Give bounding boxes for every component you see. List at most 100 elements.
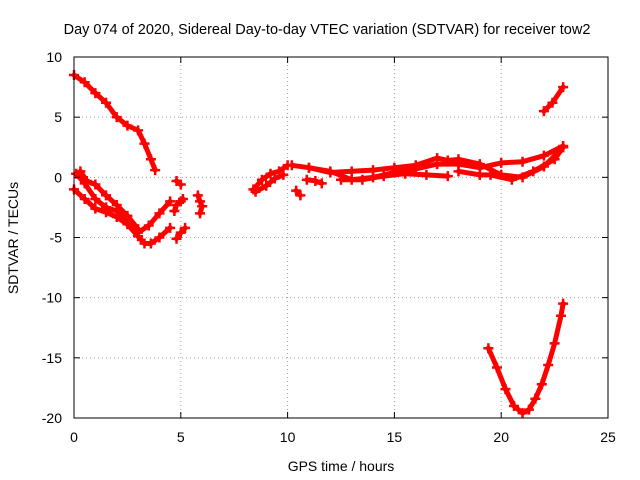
data-point <box>197 201 208 212</box>
data-point <box>316 178 327 189</box>
data-point <box>538 150 549 161</box>
series-track-4 <box>75 166 144 235</box>
series-track-12 <box>301 174 327 189</box>
data-point <box>549 154 560 165</box>
data-point <box>79 77 90 88</box>
data-point <box>523 404 534 415</box>
data-point <box>336 174 346 185</box>
y-tick-label: -20 <box>42 410 62 426</box>
data-point <box>139 138 150 149</box>
data-point <box>483 343 494 354</box>
series-track-8 <box>192 190 208 219</box>
y-tick-label: 0 <box>54 169 62 185</box>
data-point <box>79 193 90 204</box>
data-point <box>101 97 112 108</box>
data-point <box>295 190 306 201</box>
data-point <box>175 179 186 190</box>
data-point <box>547 97 558 108</box>
data-point <box>122 120 133 131</box>
data-point <box>536 379 547 390</box>
data-point <box>90 193 101 204</box>
data-point <box>549 338 560 349</box>
data-point <box>357 174 368 185</box>
series-track-15 <box>336 168 453 185</box>
data-point <box>192 190 203 201</box>
x-tick-label: 0 <box>70 429 78 445</box>
chart-title: Day 074 of 2020, Sidereal Day-to-day VTE… <box>64 22 591 38</box>
series-track-11 <box>291 185 306 201</box>
data-point <box>90 203 101 214</box>
data-point <box>400 168 411 179</box>
data-point <box>145 154 156 165</box>
data-point <box>303 162 314 173</box>
data-point <box>256 174 267 185</box>
data-point <box>432 159 443 170</box>
data-point <box>556 310 567 321</box>
data-point <box>517 156 528 167</box>
data-point <box>500 384 511 395</box>
data-point <box>421 169 432 180</box>
x-tick-label: 10 <box>280 429 296 445</box>
series-track-10 <box>250 169 289 197</box>
grid-layer <box>74 57 608 418</box>
data-point <box>558 298 569 309</box>
tick-label-layer: 0 5 10 15 20 25 -20 -15 -10 -5 0 5 10 <box>42 49 616 445</box>
x-tick-label: 15 <box>387 429 403 445</box>
data-point <box>171 233 182 244</box>
y-tick-label: 5 <box>54 109 62 125</box>
series-line <box>485 301 566 416</box>
data-point <box>177 193 188 204</box>
y-tick-label: -15 <box>42 350 62 366</box>
tick-layer <box>73 56 609 419</box>
y-tick-label: -5 <box>50 230 63 246</box>
x-axis-label: GPS time / hours <box>288 458 395 474</box>
data-point <box>496 157 507 168</box>
data-point <box>310 175 321 186</box>
x-tick-label: 25 <box>600 429 616 445</box>
data-point <box>509 400 520 411</box>
data-point <box>165 196 176 207</box>
data-point <box>278 169 289 180</box>
data-point <box>558 142 569 153</box>
series-track-17 <box>538 82 569 117</box>
data-point <box>286 160 297 171</box>
data-point <box>325 166 336 177</box>
data-point <box>261 180 272 191</box>
data-point <box>101 202 112 213</box>
series-track-16 <box>453 142 569 185</box>
x-tick-label: 5 <box>177 429 185 445</box>
y-tick-label: 10 <box>46 49 62 65</box>
data-point <box>195 208 206 219</box>
data-point <box>90 179 101 190</box>
data-point <box>474 169 485 180</box>
data-point <box>150 165 161 176</box>
data-point <box>269 173 280 184</box>
data-point <box>250 186 261 197</box>
data-point <box>538 106 549 117</box>
series-line <box>73 171 173 236</box>
data-point <box>154 232 165 243</box>
data-point <box>122 210 133 221</box>
data-point <box>506 174 517 185</box>
data-point <box>75 166 86 177</box>
y-tick-label: -10 <box>42 290 62 306</box>
data-point <box>543 360 554 371</box>
series-line <box>253 172 286 195</box>
data-point <box>301 174 312 185</box>
data-point <box>111 200 122 211</box>
data-point <box>453 166 464 177</box>
data-point <box>154 208 165 219</box>
x-tick-label: 20 <box>493 429 509 445</box>
data-point <box>517 408 528 419</box>
series-line <box>71 72 158 173</box>
series-track-18 <box>483 298 569 419</box>
data-point <box>145 238 156 249</box>
series-layer <box>69 70 569 419</box>
series-track-7 <box>171 222 191 244</box>
series-track-1 <box>69 70 161 176</box>
data-point <box>133 125 144 136</box>
data-point <box>530 393 541 404</box>
data-point <box>485 169 496 180</box>
data-point <box>491 362 502 373</box>
